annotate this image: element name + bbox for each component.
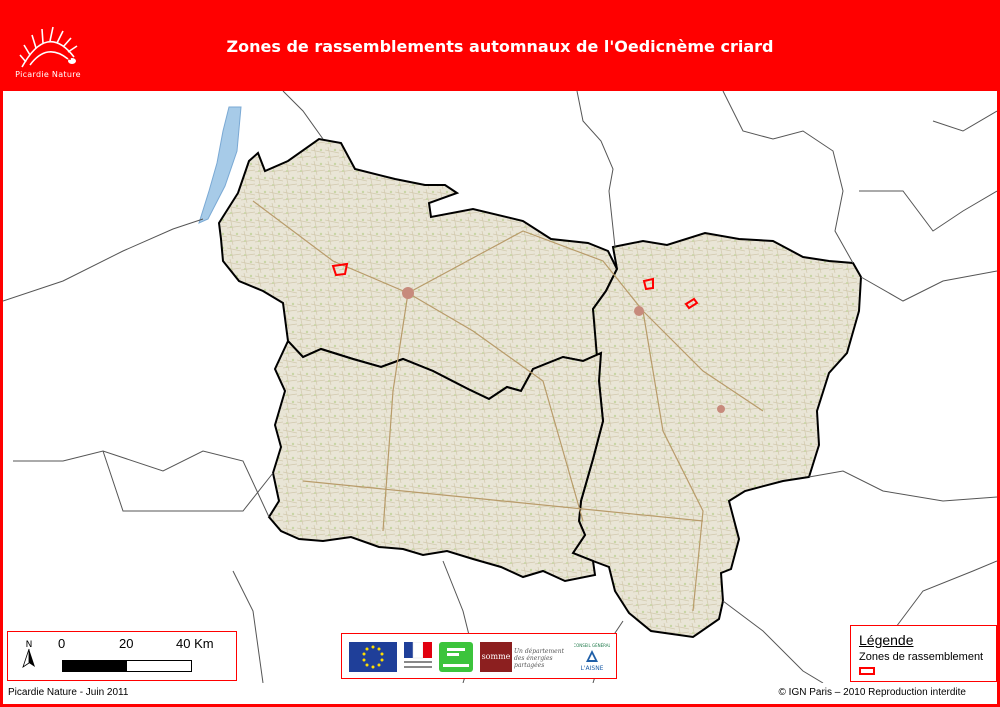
- town-laon: [717, 405, 725, 413]
- hedgehog-logo-icon: [19, 26, 78, 68]
- scale-tick-20: 20: [119, 636, 134, 651]
- legend-title: Légende: [859, 632, 914, 648]
- zone-3: [684, 297, 699, 310]
- town-amiens: [402, 287, 414, 299]
- header-banner: Picardie Nature Zones de rassemblements …: [0, 0, 1000, 91]
- logo-caption: Picardie Nature: [15, 70, 81, 79]
- scale-tick-0: 0: [58, 636, 66, 651]
- region-oise: [267, 339, 605, 583]
- scale-tick-40: 40 Km: [176, 636, 214, 651]
- legend-box: Légende Zones de rassemblement: [850, 625, 997, 682]
- somme-tagline: Un département des énergies partagées: [514, 648, 564, 669]
- neighbour-boundaries: [3, 91, 997, 683]
- somme-departement-logo: somme: [480, 642, 512, 672]
- map-frame: [0, 91, 1000, 707]
- page-title: Zones de rassemblements automnaux de l'O…: [226, 37, 774, 56]
- legend-swatch: [859, 667, 875, 675]
- footer-copyright: © IGN Paris – 2010 Reproduction interdit…: [778, 687, 966, 698]
- map-canvas: [3, 91, 997, 683]
- zone-2: [642, 277, 654, 291]
- aisne-name-text: L'AISNE: [581, 665, 604, 672]
- scale-segment-white: [127, 661, 191, 671]
- north-arrow-icon: N: [22, 640, 35, 668]
- footer-credit: Picardie Nature - Juin 2011: [8, 687, 129, 698]
- town-saint-quentin: [634, 306, 644, 316]
- eu-flag-logo: [349, 642, 397, 672]
- scale-bar: [62, 660, 192, 672]
- somme-logo-text: somme: [482, 652, 511, 661]
- partner-logos: somme Un département des énergies partag…: [341, 633, 617, 679]
- north-label: N: [26, 640, 33, 650]
- sea-area: [198, 106, 242, 224]
- footer: Picardie Nature - Juin 2011 © IGN Paris …: [0, 683, 1000, 707]
- scale-box: N 0 20 40 Km: [7, 631, 237, 681]
- region-picardie-logo: [439, 642, 473, 672]
- zone-1: [331, 262, 349, 277]
- gathering-zones: [331, 262, 699, 310]
- scale-segment-black: [63, 661, 127, 671]
- region-aisne: [571, 231, 863, 639]
- road-network: [252, 200, 764, 612]
- aisne-top-text: CONSEIL GÉNÉRAL: [574, 643, 610, 648]
- republique-francaise-logo: [404, 642, 432, 668]
- aisne-conseil-general-logo: CONSEIL GÉNÉRAL L'AISNE: [574, 643, 610, 672]
- legend-item-label: Zones de rassemblement: [859, 651, 984, 663]
